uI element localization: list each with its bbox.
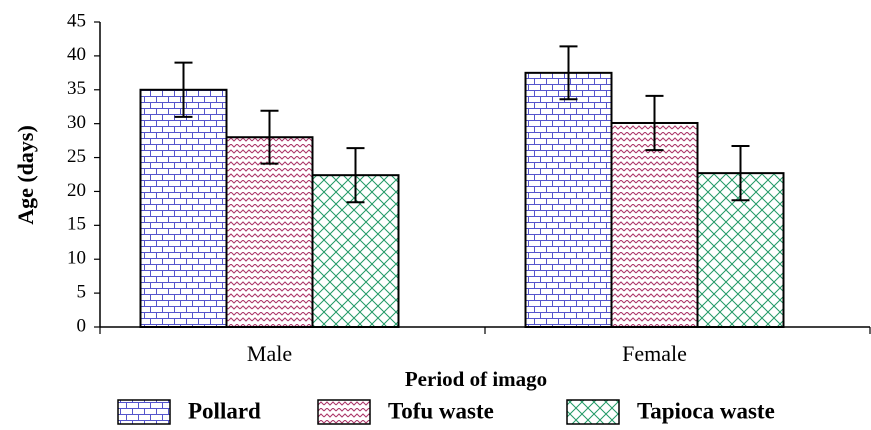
error-bar — [731, 145, 750, 202]
x-tick-label: Male — [247, 341, 292, 366]
y-tick-label: 20 — [67, 180, 86, 201]
bar — [139, 88, 228, 329]
x-axis-label: Period of imago — [405, 367, 547, 391]
y-tick-label: 0 — [77, 315, 87, 336]
y-tick-label: 5 — [77, 281, 87, 302]
bar — [610, 121, 699, 328]
y-tick-label: 25 — [67, 146, 86, 167]
y-tick-label: 40 — [67, 44, 86, 65]
legend-swatch — [566, 399, 620, 425]
bar — [225, 136, 314, 328]
y-tick-label: 35 — [67, 78, 86, 99]
legend-label: Tapioca waste — [637, 398, 775, 423]
legend-swatch — [117, 399, 171, 425]
bar — [311, 174, 400, 328]
y-tick-label: 10 — [67, 248, 86, 269]
legend-swatch — [317, 399, 371, 425]
error-bar — [559, 45, 578, 101]
y-tick-label: 30 — [67, 112, 86, 133]
x-tick-label: Female — [622, 341, 687, 366]
error-bar — [260, 109, 279, 165]
error-bar — [645, 94, 664, 152]
error-bar — [346, 147, 365, 204]
legend-label: Pollard — [188, 398, 261, 423]
legend-label: Tofu waste — [388, 398, 494, 423]
y-tick-label: 45 — [67, 10, 86, 31]
error-bar — [174, 61, 193, 118]
y-axis-label: Age (days) — [13, 125, 38, 225]
bar — [524, 71, 613, 329]
y-tick-label: 15 — [67, 214, 86, 235]
